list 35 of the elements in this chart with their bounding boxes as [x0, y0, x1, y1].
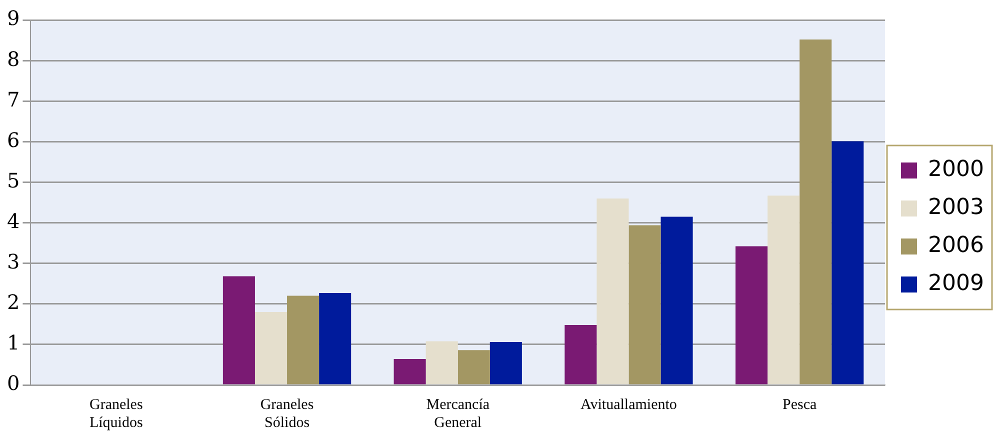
y-tick-label: 0 [6, 371, 20, 396]
bar [222, 276, 255, 384]
bar [832, 141, 864, 384]
x-tick-label: Graneles Sólidos [260, 396, 314, 431]
x-tick-label: Mercancía General [426, 396, 490, 431]
legend-label: 2000 [928, 157, 984, 182]
y-tick-label: 6 [6, 128, 20, 152]
y-tick-label: 4 [6, 208, 20, 233]
legend-label: 2003 [928, 195, 984, 220]
y-tick-label: 2 [6, 290, 20, 314]
bar [596, 198, 629, 384]
bar [490, 342, 522, 384]
x-tick-label: Graneles Líquidos [89, 396, 143, 431]
legend-label: 2006 [928, 233, 984, 258]
bar [458, 350, 490, 384]
bar [319, 292, 352, 384]
bar [768, 196, 800, 384]
y-tick-label: 1 [6, 330, 20, 355]
bar [660, 216, 693, 384]
y-tick-label: 5 [6, 168, 20, 192]
bar [394, 359, 426, 384]
bar [736, 246, 768, 384]
x-tick-label: Pesca [782, 396, 817, 413]
legend-label: 2009 [928, 271, 984, 296]
y-tick-label: 8 [6, 46, 20, 71]
y-tick-label: 7 [6, 87, 20, 112]
x-tick-label: Avituallamiento [580, 396, 677, 413]
bar [287, 296, 320, 384]
bar [564, 324, 597, 384]
bar [628, 225, 661, 384]
bar [800, 39, 832, 384]
y-tick-label: 3 [6, 250, 20, 274]
y-tick-label: 9 [6, 6, 20, 30]
bar [254, 312, 288, 384]
bar [426, 341, 458, 384]
